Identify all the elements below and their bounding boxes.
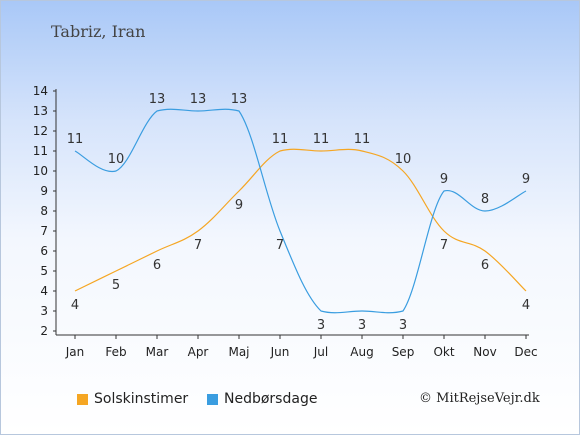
x-tick-label: Maj <box>228 345 249 359</box>
data-label-sunshine: 7 <box>194 238 202 253</box>
data-label-sunshine: 6 <box>153 258 161 273</box>
series-lines <box>74 108 527 314</box>
data-label-rain-days: 3 <box>317 318 325 333</box>
y-tick-label: 9 <box>40 184 48 198</box>
data-label-rain-days: 8 <box>481 192 489 207</box>
x-tick-label: Okt <box>433 345 454 359</box>
data-label-rain-days: 9 <box>522 172 530 187</box>
data-label-rain-days: 7 <box>276 238 284 253</box>
y-tick-label: 14 <box>33 84 48 98</box>
data-label-rain-days: 3 <box>358 318 366 333</box>
data-label-sunshine: 11 <box>354 132 371 147</box>
data-label-sunshine: 5 <box>112 278 120 293</box>
data-label-sunshine: 11 <box>313 132 330 147</box>
data-label-rain-days: 13 <box>231 92 248 107</box>
legend-swatch-rain-days <box>207 393 218 405</box>
x-tick-label: Feb <box>105 345 126 359</box>
x-tick-label: Dec <box>514 345 537 359</box>
legend-item-rain-days: Nedbørsdage <box>207 391 317 407</box>
copyright-text: © MitRejseVejr.dk <box>419 391 540 406</box>
data-label-rain-days: 3 <box>399 318 407 333</box>
legend-item-sunshine: Solskinstimer <box>77 391 188 407</box>
data-label-sunshine: 7 <box>440 238 448 253</box>
x-tick-label: Jan <box>65 345 85 359</box>
series-line-rain-days <box>74 108 527 314</box>
legend-label-rain-days: Nedbørsdage <box>224 391 318 407</box>
data-label-sunshine: 4 <box>71 298 79 313</box>
x-tick-label: Mar <box>146 345 169 359</box>
y-tick-label: 3 <box>40 304 48 318</box>
y-tick-label: 5 <box>40 264 48 278</box>
y-tick-label: 6 <box>40 244 48 258</box>
y-tick-label: 11 <box>33 144 48 158</box>
x-tick-label: Aug <box>350 345 373 359</box>
y-tick-label: 4 <box>40 284 48 298</box>
data-label-sunshine: 9 <box>235 198 243 213</box>
data-label-rain-days: 9 <box>440 172 448 187</box>
axes: 2 3 4 5 6 7 8 9 10 11 12 13 14 Jan Feb Mar Apr Maj Jun Jul A… <box>33 84 538 359</box>
x-tick-label: Sep <box>392 345 415 359</box>
x-tick-label: Jul <box>313 345 328 359</box>
data-label-sunshine: 11 <box>272 132 289 147</box>
series-line-sunshine <box>74 148 527 292</box>
data-label-rain-days: 13 <box>190 92 207 107</box>
y-tick-label: 8 <box>40 204 48 218</box>
y-tick-label: 2 <box>40 324 48 338</box>
x-tick-label: Nov <box>473 345 496 359</box>
location-title: Tabriz, Iran <box>51 22 146 41</box>
data-label-sunshine: 6 <box>481 258 489 273</box>
data-label-rain-days: 11 <box>67 132 84 147</box>
y-tick-label: 7 <box>40 224 48 238</box>
data-labels: 4 5 6 7 9 11 11 11 10 7 6 4 11 10 13 13 13 7 3 3 3 9 8 9 <box>67 92 530 333</box>
data-label-sunshine: 4 <box>522 298 530 313</box>
data-label-rain-days: 10 <box>108 152 125 167</box>
x-tick-label: Jun <box>270 345 290 359</box>
y-tick-label: 13 <box>33 104 48 118</box>
x-tick-label: Apr <box>188 345 209 359</box>
y-tick-label: 10 <box>33 164 48 178</box>
data-label-sunshine: 10 <box>395 152 412 167</box>
legend-label-sunshine: Solskinstimer <box>94 391 189 407</box>
legend-swatch-sunshine <box>77 393 88 405</box>
y-tick-label: 12 <box>33 124 48 138</box>
data-label-rain-days: 13 <box>149 92 166 107</box>
